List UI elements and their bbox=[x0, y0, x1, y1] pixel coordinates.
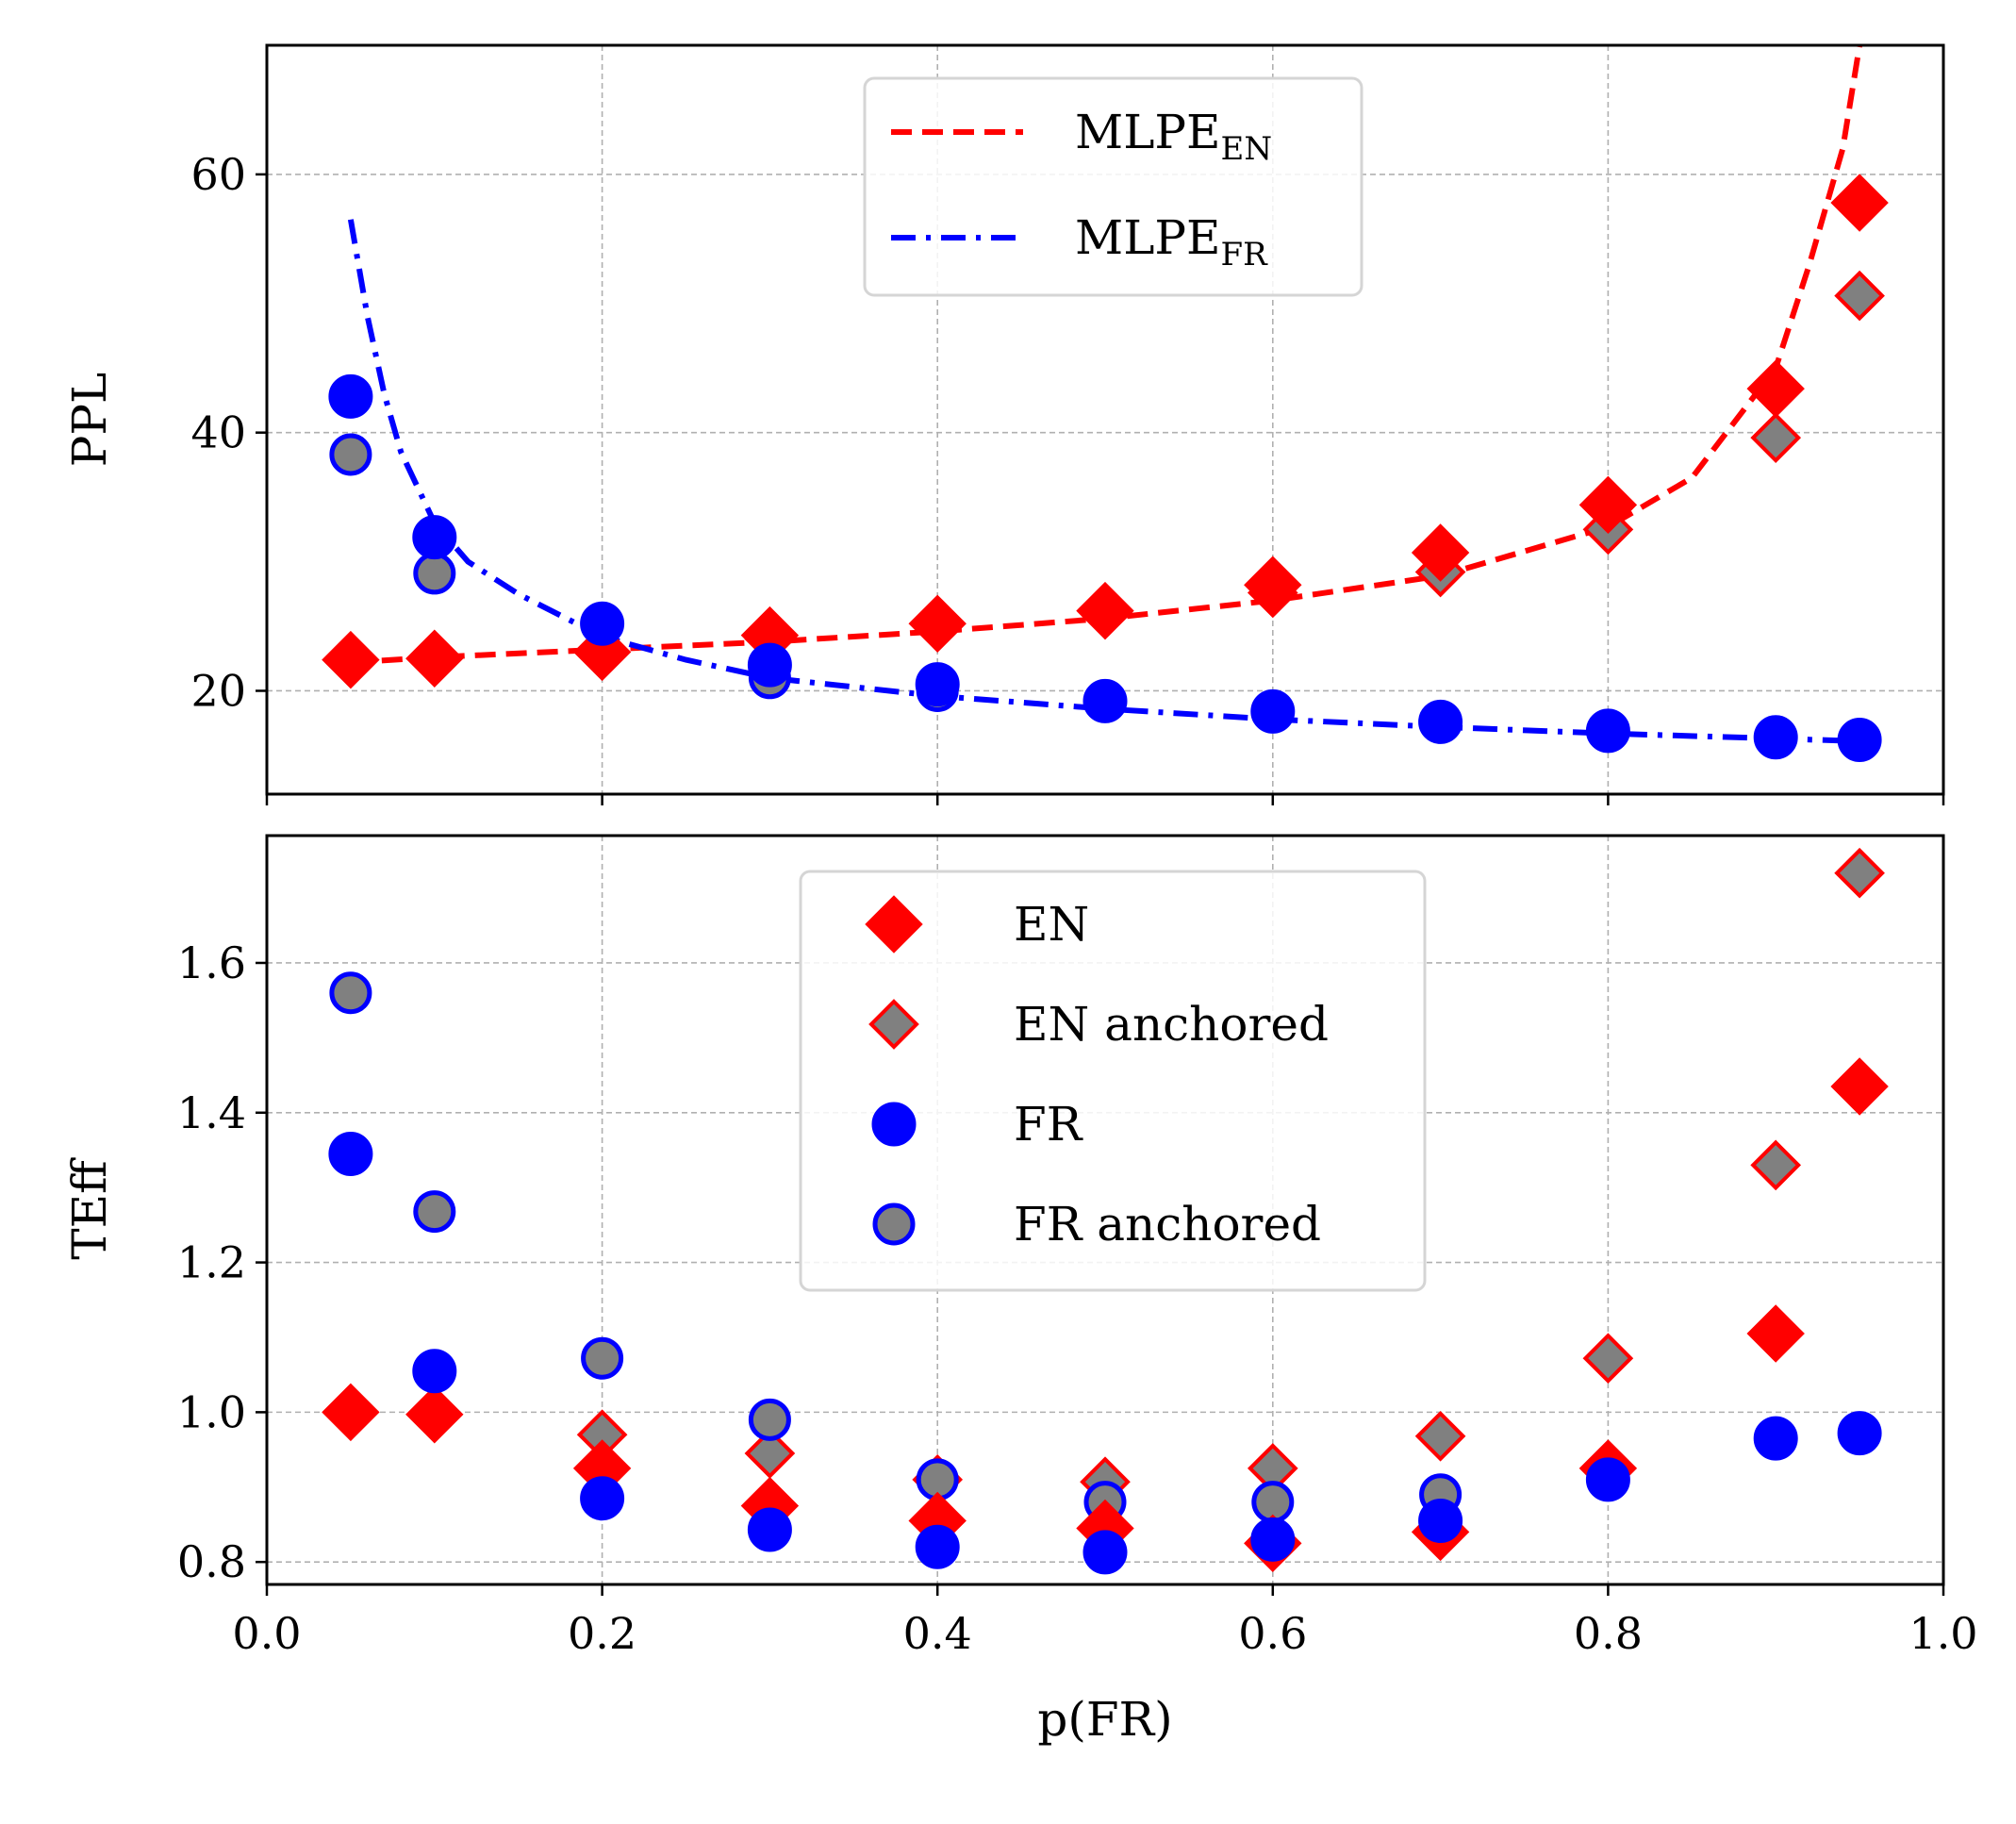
point-fr bbox=[1082, 678, 1128, 723]
legend-markers: EN EN anchored FR FR anchored bbox=[799, 870, 1427, 1292]
legend-marker-en bbox=[865, 895, 923, 953]
point-en bbox=[1830, 174, 1889, 232]
xtick-label: 0.2 bbox=[568, 1608, 636, 1659]
point-en-anchored bbox=[1750, 1139, 1802, 1191]
legend-label-mlpe-fr: MLPEFR bbox=[1075, 210, 1268, 274]
ytick-label: 1.2 bbox=[177, 1237, 246, 1288]
ytick-label: 0.8 bbox=[177, 1536, 246, 1587]
point-en bbox=[1746, 1304, 1805, 1363]
axes-frame bbox=[265, 43, 1945, 796]
ytick-label: 1.4 bbox=[177, 1087, 246, 1138]
xlabel: p(FR) bbox=[1037, 1692, 1172, 1747]
ytick-label: 20 bbox=[190, 665, 246, 716]
point-en bbox=[1411, 523, 1470, 582]
point-en bbox=[1578, 475, 1638, 535]
line-mlpe-en bbox=[350, 45, 1863, 666]
point-en bbox=[1746, 359, 1805, 418]
point-en-anchored bbox=[1834, 847, 1885, 899]
point-fr bbox=[580, 1476, 625, 1521]
point-en-anchored bbox=[1582, 1333, 1634, 1385]
legend-lines: MLPEEN MLPEFR bbox=[863, 76, 1363, 297]
plot-area-top bbox=[322, 45, 1889, 763]
point-en-anchored bbox=[1834, 270, 1885, 322]
panel-bottom: 0.8 1.0 1.2 1.4 1.6 0.0 0.2 0.4 0.6 0.8 1.0 TEff p(F… bbox=[62, 834, 1978, 1747]
point-fr-anchored bbox=[329, 433, 372, 476]
point-fr bbox=[1585, 1457, 1630, 1502]
point-fr bbox=[1418, 699, 1463, 744]
xtick-label: 1.0 bbox=[1909, 1608, 1977, 1659]
point-en bbox=[405, 629, 464, 688]
legend-label-en-anchored: EN anchored bbox=[1014, 997, 1329, 1052]
ytick-label: 60 bbox=[190, 149, 246, 200]
legend-marker-fr bbox=[871, 1102, 917, 1147]
point-fr bbox=[328, 373, 373, 419]
point-fr-anchored bbox=[413, 1190, 456, 1234]
point-en bbox=[1830, 1057, 1889, 1116]
ylabel: PPL bbox=[62, 373, 117, 468]
point-fr bbox=[1585, 708, 1630, 754]
point-fr bbox=[412, 515, 457, 560]
point-fr bbox=[580, 601, 625, 646]
legend-label-mlpe-en: MLPEEN bbox=[1075, 105, 1272, 168]
point-en bbox=[1076, 581, 1134, 640]
ytick-label: 1.0 bbox=[177, 1386, 246, 1437]
xtick-label: 0.6 bbox=[1238, 1608, 1307, 1659]
point-fr bbox=[1837, 1411, 1882, 1456]
point-en bbox=[322, 630, 380, 689]
point-en-anchored bbox=[744, 1428, 796, 1479]
ytick-label: 40 bbox=[190, 407, 246, 458]
legend-frame bbox=[799, 870, 1427, 1292]
point-fr bbox=[747, 642, 792, 688]
legend-marker-en-anchored bbox=[868, 999, 919, 1050]
legend-label-fr-anchored: FR anchored bbox=[1014, 1197, 1321, 1252]
point-fr bbox=[1418, 1499, 1463, 1544]
legend-marker-fr-anchored bbox=[872, 1202, 916, 1246]
point-fr-anchored bbox=[748, 1398, 791, 1441]
line-mlpe-fr bbox=[347, 219, 1860, 744]
ytick-label: 1.6 bbox=[177, 937, 246, 988]
point-en-anchored bbox=[1750, 412, 1802, 463]
xtick-label: 0.4 bbox=[903, 1608, 972, 1659]
xtick-label: 0.8 bbox=[1574, 1608, 1643, 1659]
point-en bbox=[1244, 555, 1302, 614]
point-fr bbox=[1250, 688, 1296, 734]
point-fr bbox=[747, 1507, 792, 1552]
point-fr bbox=[412, 1349, 457, 1394]
point-fr bbox=[1082, 1530, 1128, 1575]
point-fr bbox=[915, 1524, 960, 1569]
panel-top: 20 40 60 PPL MLPEEN MLPEFR bbox=[62, 43, 1945, 805]
point-en bbox=[322, 1383, 380, 1442]
point-en bbox=[908, 594, 967, 654]
legend-label-en: EN bbox=[1014, 897, 1089, 952]
point-fr bbox=[1753, 715, 1798, 760]
point-en-anchored bbox=[1414, 1410, 1466, 1462]
point-fr bbox=[1753, 1416, 1798, 1461]
point-fr-anchored bbox=[413, 552, 456, 595]
point-fr bbox=[1250, 1517, 1296, 1562]
point-fr-anchored bbox=[581, 1336, 624, 1380]
point-fr bbox=[1837, 718, 1882, 763]
legend-label-fr: FR bbox=[1014, 1097, 1083, 1152]
ylabel: TEff bbox=[62, 1157, 117, 1260]
point-fr-anchored bbox=[329, 971, 372, 1015]
point-fr bbox=[915, 662, 960, 707]
axes-frame bbox=[265, 834, 1945, 1586]
point-en bbox=[405, 1385, 464, 1444]
plot-area-bottom bbox=[322, 847, 1889, 1575]
xtick-label: 0.0 bbox=[232, 1608, 301, 1659]
point-fr bbox=[328, 1131, 373, 1176]
